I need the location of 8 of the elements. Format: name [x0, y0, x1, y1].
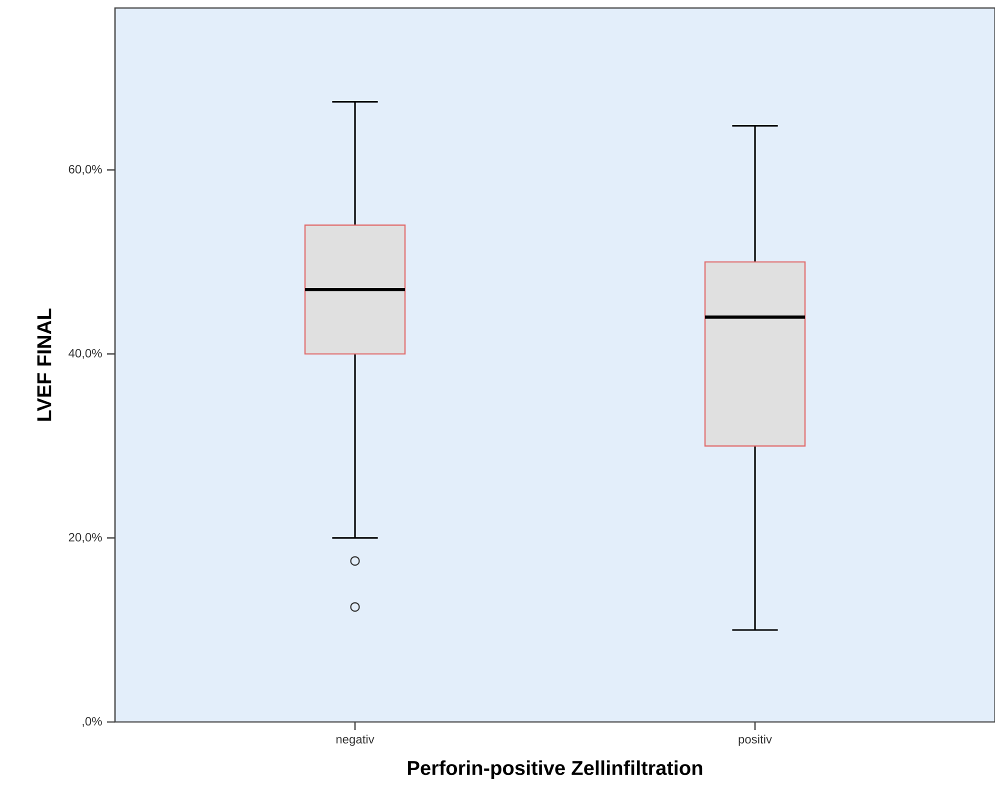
- y-axis-title: LVEF FINAL: [37, 308, 52, 421]
- y-tick-label: ,0%: [82, 717, 102, 727]
- x-tick-label: negativ: [336, 734, 374, 746]
- x-tick-label: positiv: [738, 734, 772, 746]
- y-tick-label: 60,0%: [68, 164, 102, 175]
- y-tick-label: 20,0%: [68, 533, 102, 543]
- x-axis-title: Perforin-positive Zellinfiltration: [408, 760, 702, 780]
- y-tick-label: 40,0%: [68, 348, 102, 359]
